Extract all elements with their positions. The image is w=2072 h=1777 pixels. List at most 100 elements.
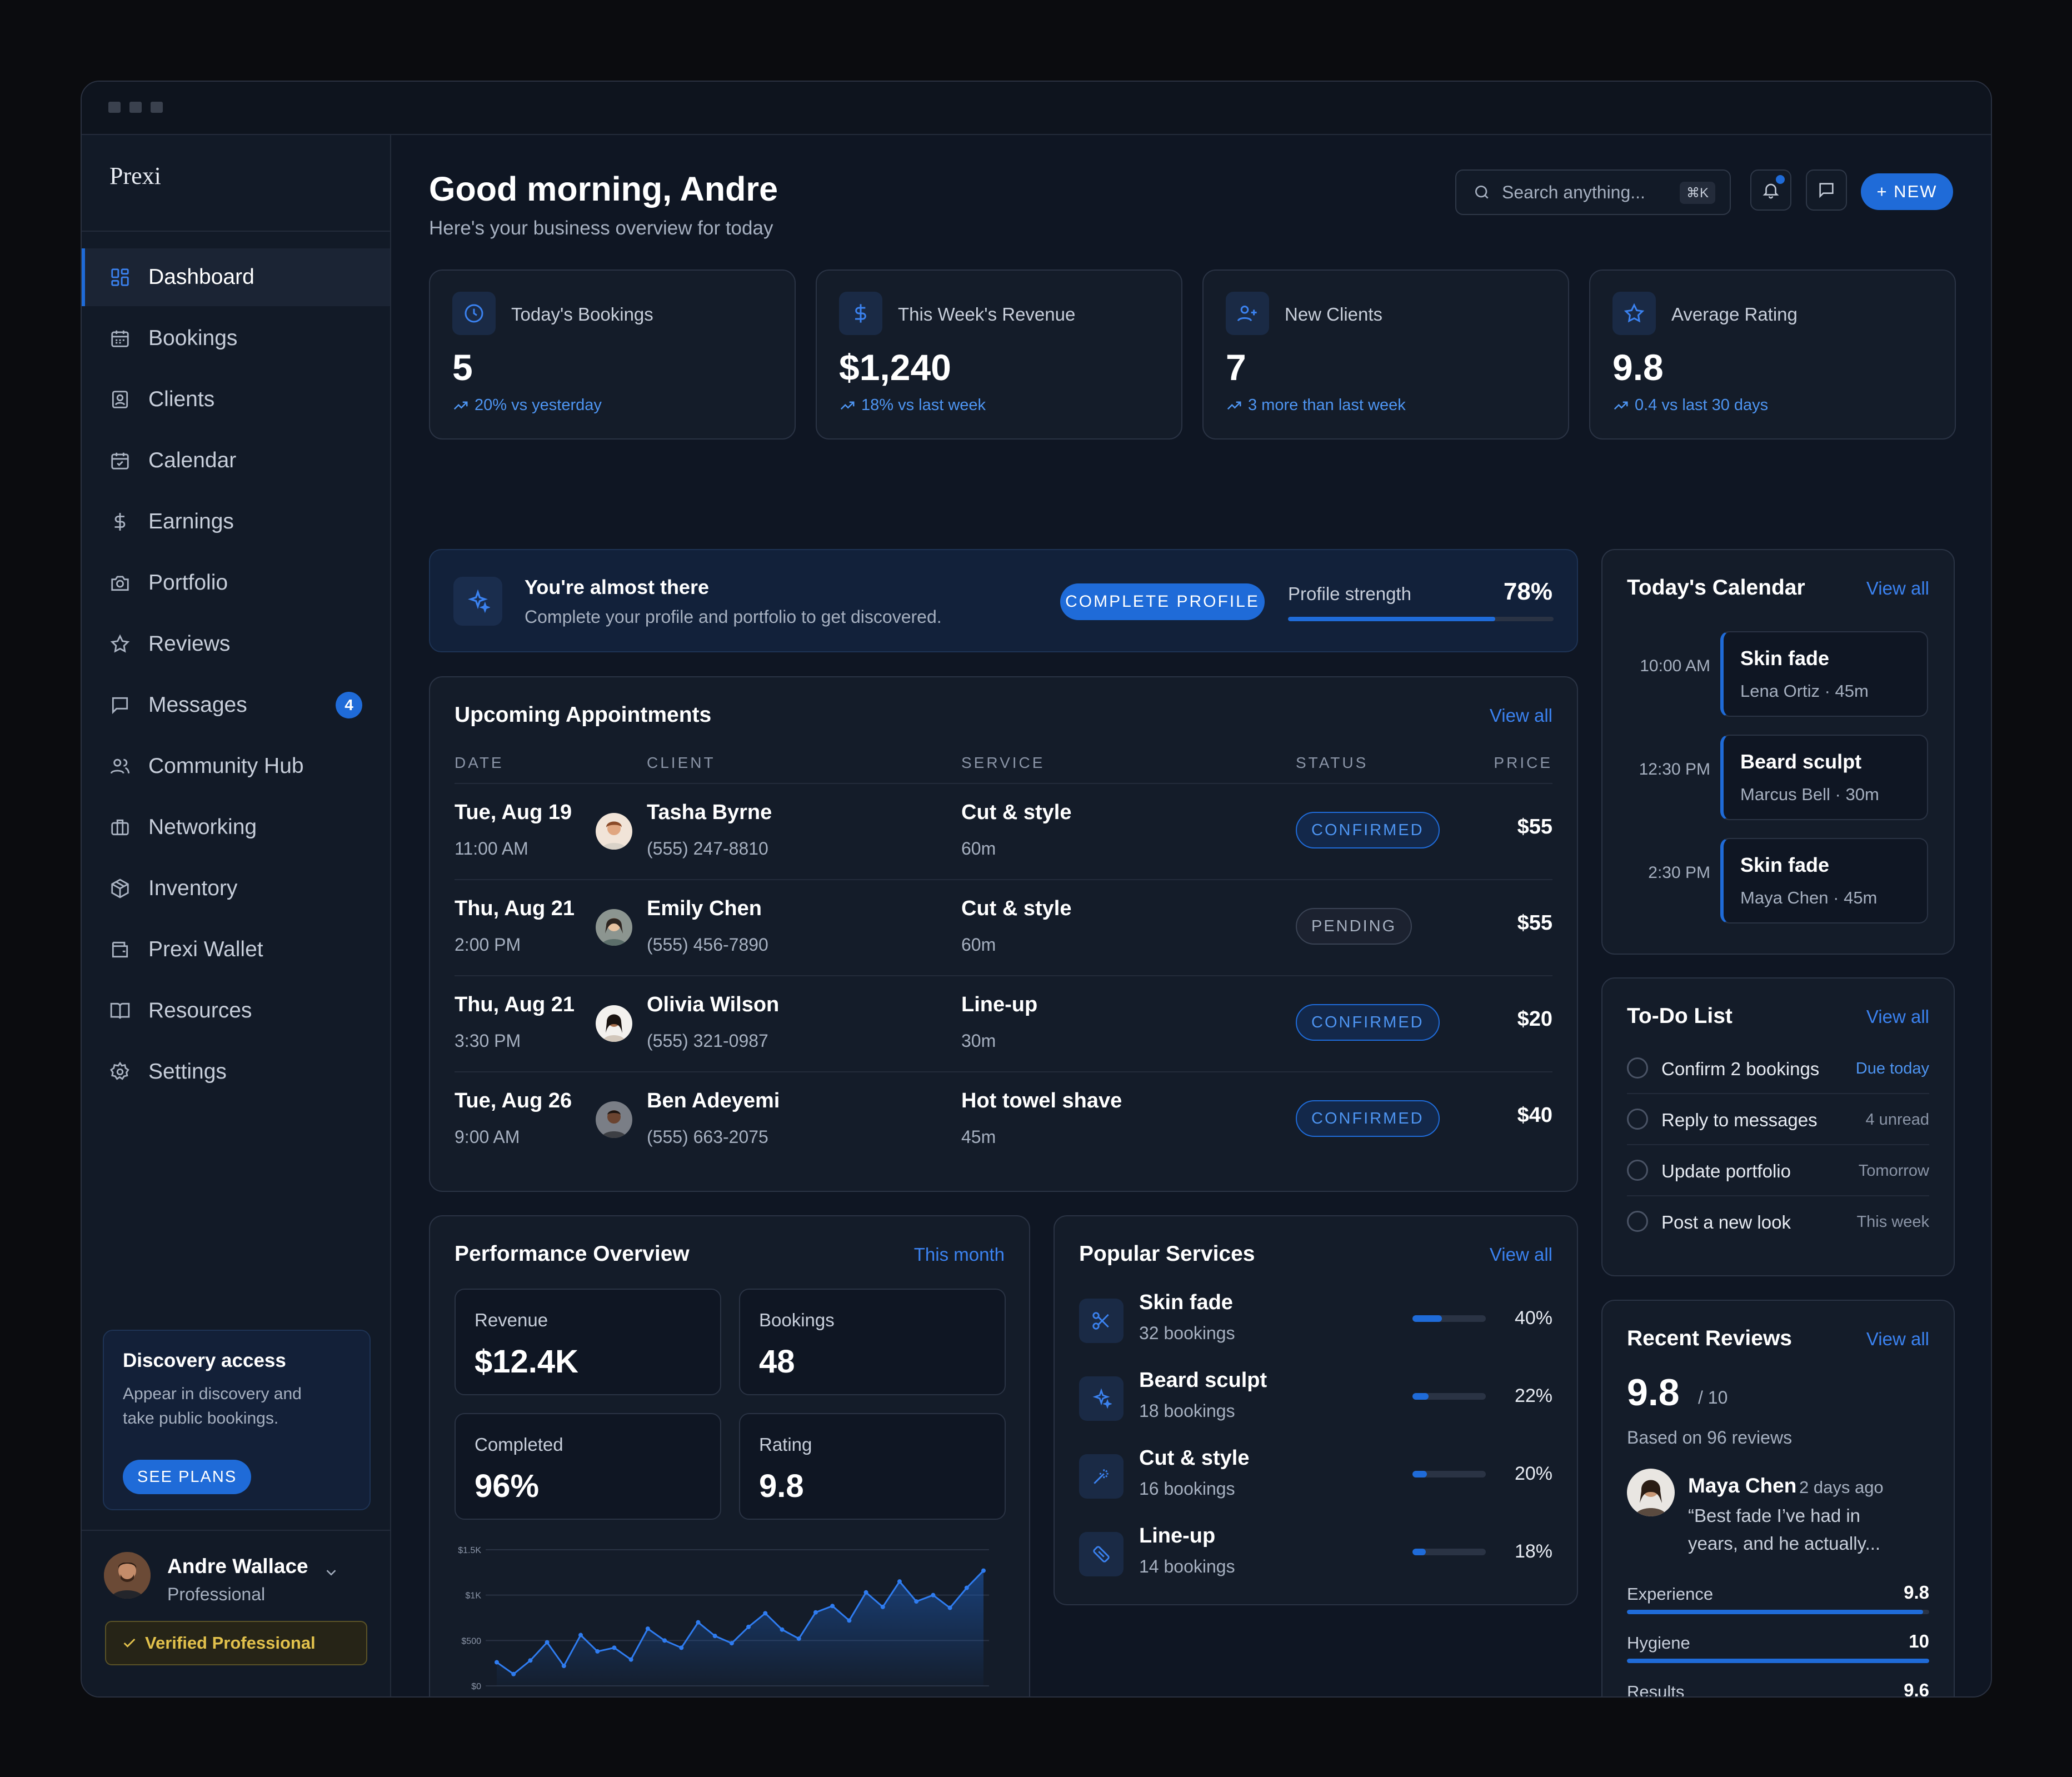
brand-logo[interactable]: Prexi: [109, 162, 161, 189]
sidebar-item-earnings[interactable]: Earnings: [82, 493, 390, 551]
data-point[interactable]: [628, 1657, 633, 1662]
sidebar-item-messages[interactable]: Messages 4: [82, 676, 390, 734]
window-control-dot[interactable]: [151, 102, 163, 113]
avatar[interactable]: [104, 1552, 151, 1599]
search-input[interactable]: Search anything... ⌘K: [1455, 169, 1731, 215]
new-button[interactable]: + NEW: [1861, 173, 1953, 210]
sidebar-item-community-hub[interactable]: Community Hub: [82, 737, 390, 795]
stat-card-revenue[interactable]: This Week's Revenue $1,240 18% vs last w…: [816, 269, 1182, 440]
todo-item[interactable]: Update portfolio Tomorrow: [1627, 1145, 1929, 1196]
sidebar-item-reviews[interactable]: Reviews: [82, 615, 390, 673]
data-point[interactable]: [813, 1610, 818, 1615]
data-point[interactable]: [746, 1624, 751, 1629]
metric-value: 48: [759, 1344, 795, 1380]
sidebar-item-bookings[interactable]: Bookings: [82, 310, 390, 367]
notifications-button[interactable]: [1750, 169, 1791, 211]
calendar-event[interactable]: Beard sculpt Marcus Bell · 30m: [1720, 735, 1928, 820]
data-point[interactable]: [495, 1660, 499, 1665]
sidebar-item-settings[interactable]: Settings: [82, 1043, 390, 1101]
todo-text: Reply to messages: [1661, 1110, 1818, 1130]
view-all-link[interactable]: View all: [1866, 578, 1929, 598]
table-row[interactable]: Thu, Aug 21 3:30 PM Olivia Wilson (555) …: [455, 975, 1552, 1071]
data-point[interactable]: [780, 1627, 785, 1632]
data-point[interactable]: [931, 1593, 936, 1598]
data-point[interactable]: [796, 1636, 801, 1641]
stat-card-bookings[interactable]: Today's Bookings 5 20% vs yesterday: [429, 269, 796, 440]
data-point[interactable]: [561, 1664, 566, 1669]
data-point[interactable]: [645, 1626, 650, 1631]
stat-card-rating[interactable]: Average Rating 9.8 0.4 vs last 30 days: [1589, 269, 1956, 440]
data-point[interactable]: [545, 1640, 550, 1645]
calendar-event[interactable]: Skin fade Maya Chen · 45m: [1720, 838, 1928, 924]
data-point[interactable]: [511, 1671, 516, 1676]
messages-button[interactable]: [1806, 169, 1847, 211]
data-point[interactable]: [830, 1604, 835, 1609]
view-all-link[interactable]: View all: [1489, 705, 1552, 726]
complete-profile-button[interactable]: COMPLETE PROFILE: [1060, 583, 1265, 620]
sidebar-item-portfolio[interactable]: Portfolio: [82, 554, 390, 612]
data-point[interactable]: [679, 1645, 684, 1650]
todo-checkbox[interactable]: [1627, 1109, 1648, 1130]
card-title: Recent Reviews: [1627, 1326, 1792, 1350]
dollar-icon: [109, 511, 131, 532]
data-point[interactable]: [578, 1633, 583, 1638]
service-duration: 45m: [961, 1127, 996, 1147]
stat-card-new-clients[interactable]: New Clients 7 3 more than last week: [1202, 269, 1569, 440]
data-point[interactable]: [696, 1620, 701, 1625]
window-control-dot[interactable]: [108, 102, 121, 113]
table-row[interactable]: Tue, Aug 26 9:00 AM Ben Adeyemi (555) 66…: [455, 1071, 1552, 1167]
data-point[interactable]: [662, 1638, 667, 1643]
data-point[interactable]: [981, 1568, 986, 1573]
sidebar-item-dashboard[interactable]: Dashboard: [82, 248, 390, 306]
table-row[interactable]: Tue, Aug 19 11:00 AM Tasha Byrne (555) 2…: [455, 783, 1552, 879]
sidebar-item-calendar[interactable]: Calendar: [82, 432, 390, 490]
sidebar-item-resources[interactable]: Resources: [82, 982, 390, 1040]
period-selector[interactable]: This month: [913, 1244, 1005, 1265]
data-point[interactable]: [964, 1585, 969, 1590]
data-point[interactable]: [612, 1645, 617, 1650]
status-badge: PENDING: [1296, 908, 1412, 945]
column-header-service[interactable]: SERVICE: [961, 754, 1045, 771]
todo-item[interactable]: Reply to messages 4 unread: [1627, 1094, 1929, 1145]
data-point[interactable]: [914, 1599, 919, 1604]
todo-item[interactable]: Post a new look This week: [1627, 1196, 1929, 1247]
calendar-event[interactable]: Skin fade Lena Ortiz · 45m: [1720, 631, 1928, 717]
window-titlebar: [82, 82, 1991, 135]
data-point[interactable]: [863, 1590, 868, 1595]
chevron-down-icon[interactable]: [323, 1564, 339, 1581]
todo-checkbox[interactable]: [1627, 1160, 1648, 1181]
view-all-link[interactable]: View all: [1866, 1329, 1929, 1349]
column-header-status[interactable]: STATUS: [1296, 754, 1369, 771]
column-header-client[interactable]: CLIENT: [647, 754, 716, 771]
sidebar-item-networking[interactable]: Networking: [82, 798, 390, 856]
window-control-dot[interactable]: [129, 102, 142, 113]
see-plans-button[interactable]: SEE PLANS: [123, 1460, 252, 1494]
sidebar-item-prexi-wallet[interactable]: Prexi Wallet: [82, 921, 390, 979]
service-row[interactable]: Beard sculpt 18 bookings 22%: [1079, 1369, 1552, 1435]
data-point[interactable]: [880, 1604, 885, 1609]
table-row[interactable]: Thu, Aug 21 2:00 PM Emily Chen (555) 456…: [455, 879, 1552, 975]
data-point[interactable]: [528, 1658, 533, 1663]
data-point[interactable]: [897, 1579, 902, 1584]
sidebar-item-label: Bookings: [148, 326, 238, 350]
column-header-date[interactable]: DATE: [455, 754, 504, 771]
service-row[interactable]: Cut & style 16 bookings 20%: [1079, 1446, 1552, 1513]
todo-checkbox[interactable]: [1627, 1057, 1648, 1079]
data-point[interactable]: [763, 1611, 768, 1616]
column-header-price[interactable]: PRICE: [1494, 754, 1552, 771]
view-all-link[interactable]: View all: [1489, 1244, 1552, 1265]
todays-calendar-card: Today's Calendar View all 10:00 AM Skin …: [1601, 549, 1955, 955]
data-point[interactable]: [729, 1641, 734, 1646]
todo-checkbox[interactable]: [1627, 1211, 1648, 1232]
sidebar-item-inventory[interactable]: Inventory: [82, 860, 390, 917]
todo-item[interactable]: Confirm 2 bookings Due today: [1627, 1043, 1929, 1094]
data-point[interactable]: [712, 1634, 717, 1639]
data-point[interactable]: [947, 1605, 952, 1610]
data-point[interactable]: [595, 1649, 600, 1654]
data-point[interactable]: [847, 1618, 852, 1623]
service-row[interactable]: Skin fade 32 bookings 40%: [1079, 1291, 1552, 1357]
view-all-link[interactable]: View all: [1866, 1006, 1929, 1027]
user-name[interactable]: Andre Wallace: [167, 1555, 308, 1578]
service-row[interactable]: Line-up 14 bookings 18%: [1079, 1524, 1552, 1591]
sidebar-item-clients[interactable]: Clients: [82, 371, 390, 428]
